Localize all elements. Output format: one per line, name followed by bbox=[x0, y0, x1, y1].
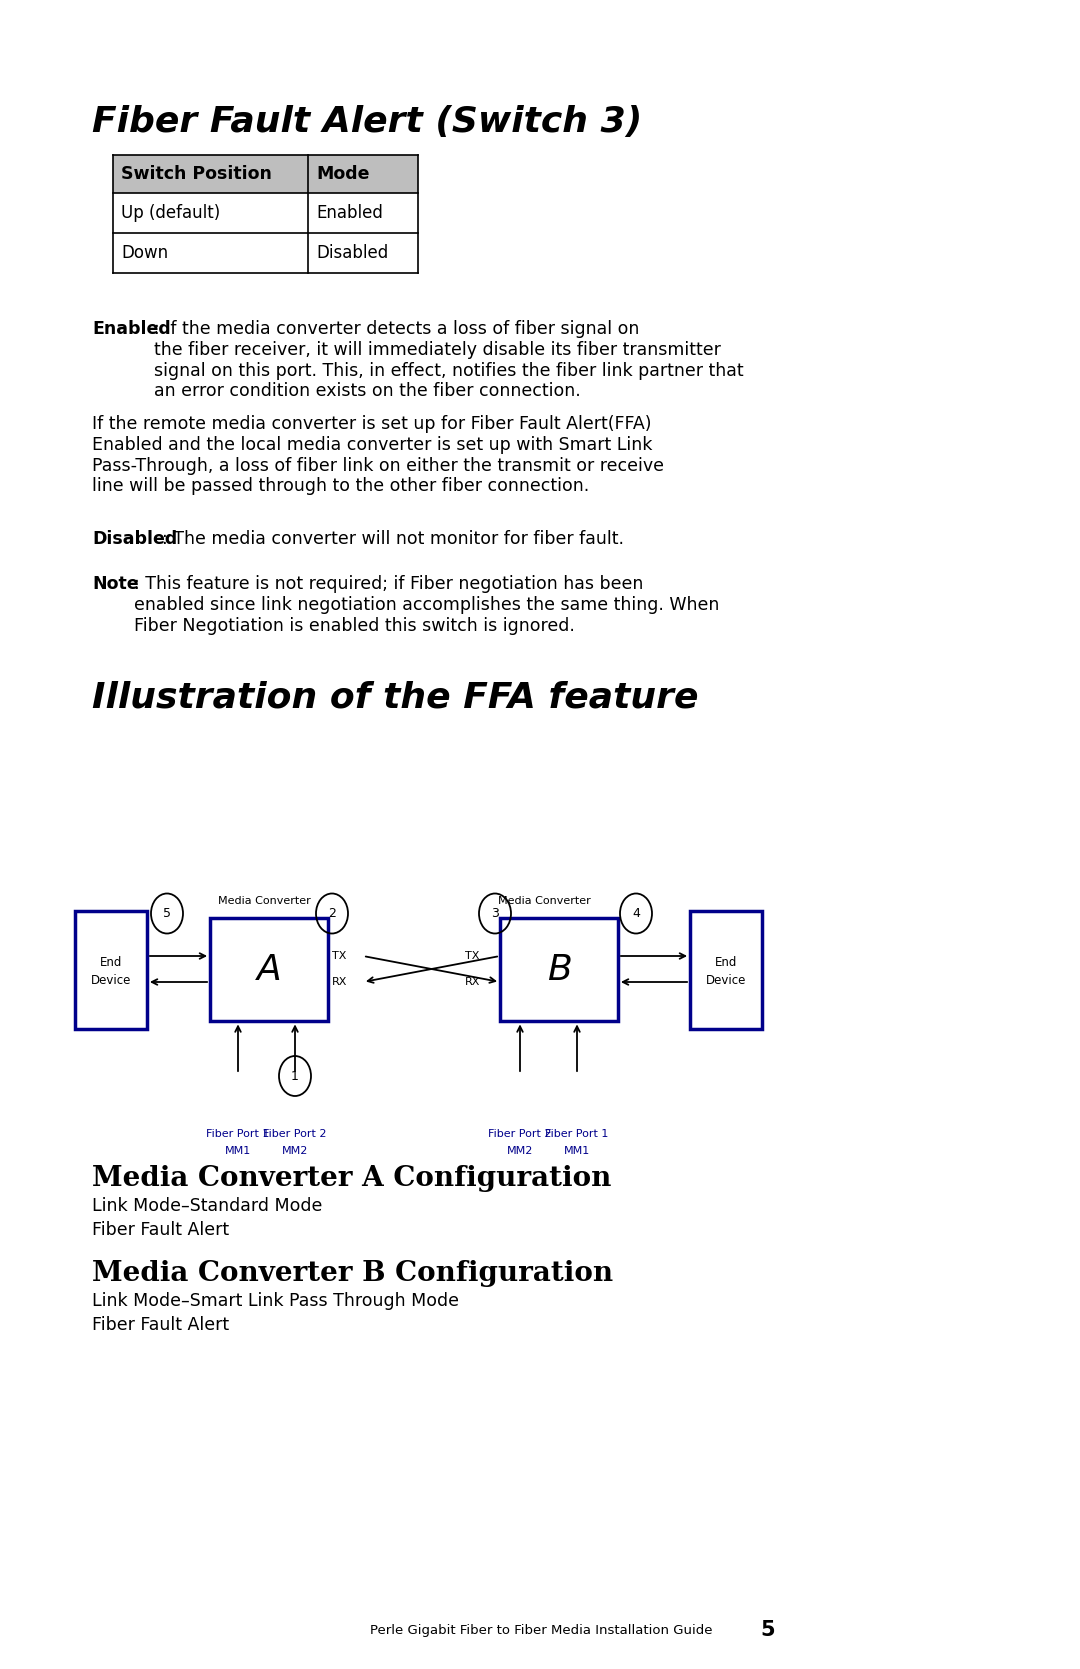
Text: 5: 5 bbox=[760, 1621, 774, 1641]
Text: Media Converter B Configuration: Media Converter B Configuration bbox=[92, 1260, 613, 1287]
Text: B: B bbox=[546, 953, 571, 986]
Text: Fiber Fault Alert: Fiber Fault Alert bbox=[92, 1315, 229, 1334]
Text: 2: 2 bbox=[328, 906, 336, 920]
Text: Enabled: Enabled bbox=[92, 320, 171, 339]
Bar bbox=[690, 911, 762, 1030]
Text: : The media converter will not monitor for fiber fault.: : The media converter will not monitor f… bbox=[162, 531, 624, 547]
Text: MM2: MM2 bbox=[282, 1147, 308, 1157]
Bar bbox=[500, 918, 618, 1021]
Text: Media Converter A Configuration: Media Converter A Configuration bbox=[92, 1165, 611, 1192]
Text: : If the media converter detects a loss of fiber signal on
the fiber receiver, i: : If the media converter detects a loss … bbox=[154, 320, 744, 401]
Text: Fiber Port 2: Fiber Port 2 bbox=[264, 1128, 327, 1138]
Text: Fiber Port 1: Fiber Port 1 bbox=[545, 1128, 609, 1138]
Text: : This feature is not required; if Fiber negotiation has been
enabled since link: : This feature is not required; if Fiber… bbox=[134, 576, 719, 634]
Text: RX: RX bbox=[465, 976, 481, 986]
Text: Up (default): Up (default) bbox=[121, 204, 220, 222]
Text: Fiber Fault Alert (Switch 3): Fiber Fault Alert (Switch 3) bbox=[92, 105, 643, 139]
Text: TX: TX bbox=[465, 951, 480, 961]
Bar bbox=[113, 194, 418, 234]
Text: End: End bbox=[99, 955, 122, 968]
Text: Note: Note bbox=[92, 576, 138, 592]
Text: End: End bbox=[715, 955, 738, 968]
Text: Device: Device bbox=[91, 973, 131, 986]
Bar bbox=[75, 911, 147, 1030]
Text: Mode: Mode bbox=[316, 165, 369, 184]
Text: Perle Gigabit Fiber to Fiber Media Installation Guide: Perle Gigabit Fiber to Fiber Media Insta… bbox=[370, 1624, 713, 1637]
Text: Disabled: Disabled bbox=[316, 244, 388, 262]
Text: Fiber Port 1: Fiber Port 1 bbox=[206, 1128, 270, 1138]
Text: Enabled: Enabled bbox=[316, 204, 383, 222]
Text: Device: Device bbox=[706, 973, 746, 986]
Text: 4: 4 bbox=[632, 906, 640, 920]
Text: Illustration of the FFA feature: Illustration of the FFA feature bbox=[92, 679, 699, 714]
Text: Down: Down bbox=[121, 244, 168, 262]
Text: 3: 3 bbox=[491, 906, 499, 920]
Text: A: A bbox=[257, 953, 282, 986]
Text: Fiber Fault Alert: Fiber Fault Alert bbox=[92, 1222, 229, 1238]
Bar bbox=[113, 234, 418, 274]
Text: If the remote media converter is set up for Fiber Fault Alert(FFA)
Enabled and t: If the remote media converter is set up … bbox=[92, 416, 664, 496]
Text: Media Converter: Media Converter bbox=[498, 896, 591, 906]
Text: 5: 5 bbox=[163, 906, 171, 920]
Text: Fiber Port 2: Fiber Port 2 bbox=[488, 1128, 552, 1138]
Text: TX: TX bbox=[332, 951, 347, 961]
Text: MM1: MM1 bbox=[564, 1147, 590, 1157]
Text: 1: 1 bbox=[292, 1070, 299, 1083]
Text: MM1: MM1 bbox=[225, 1147, 252, 1157]
Bar bbox=[210, 918, 328, 1021]
Text: RX: RX bbox=[332, 976, 348, 986]
Text: Disabled: Disabled bbox=[92, 531, 177, 547]
Text: Switch Position: Switch Position bbox=[121, 165, 272, 184]
Text: Link Mode–Standard Mode: Link Mode–Standard Mode bbox=[92, 1197, 322, 1215]
Text: MM2: MM2 bbox=[507, 1147, 534, 1157]
Text: Media Converter: Media Converter bbox=[218, 896, 310, 906]
Bar bbox=[113, 155, 418, 194]
Text: Link Mode–Smart Link Pass Through Mode: Link Mode–Smart Link Pass Through Mode bbox=[92, 1292, 459, 1310]
